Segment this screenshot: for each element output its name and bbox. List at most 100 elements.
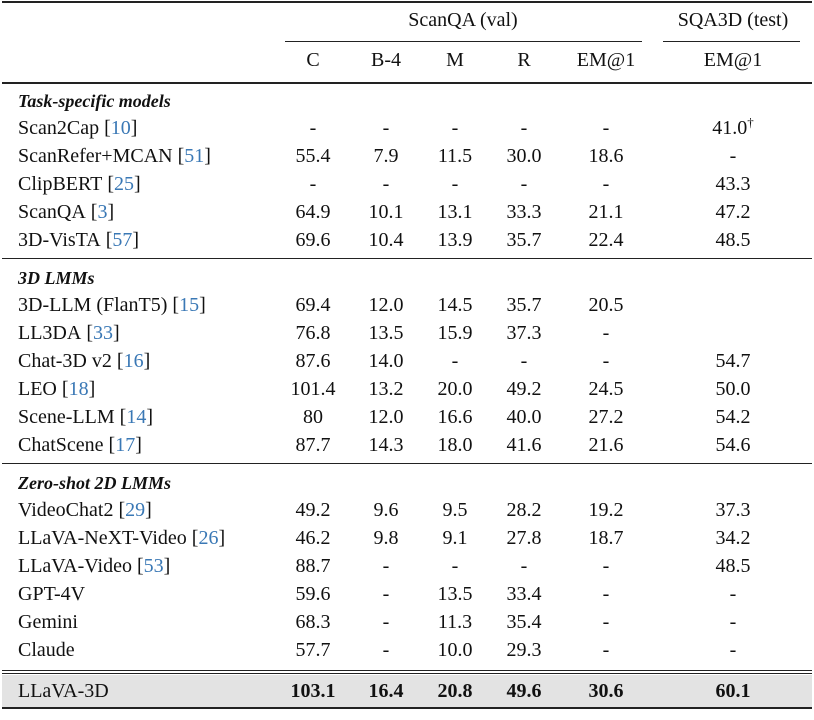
column-header: EM@1 [703,49,763,71]
cell: 40.0 [506,406,542,428]
model-name: LL3DA [33] [18,321,120,345]
bracket: ] [163,555,171,577]
rule [2,673,812,675]
rule [663,41,800,42]
cell: - [451,117,459,139]
citation: 17 [115,434,136,456]
cell: - [602,639,610,661]
cell: 69.4 [295,294,331,316]
bracket: [ [119,406,127,428]
cell: 24.5 [588,378,624,400]
bracket: [ [104,117,111,139]
cell: 41.0† [712,114,754,139]
cell: - [451,173,459,195]
cell: 12.0 [368,294,404,316]
cell: - [602,322,610,344]
cell: 15.9 [437,322,473,344]
column-header: B-4 [371,49,401,71]
bracket: ] [88,378,96,400]
highlight [2,675,812,707]
cell: 13.9 [437,229,473,251]
cell: 37.3 [715,499,751,521]
model: GPT-4V [18,583,86,605]
model-name: LLaVA-3D [18,679,109,703]
citation: 33 [93,322,113,344]
cell: - [602,173,610,195]
cell: 54.6 [715,434,751,456]
cell: 87.6 [295,350,331,372]
cell: 54.7 [715,350,751,372]
cell: 50.0 [715,378,751,400]
cell: - [382,117,390,139]
model: ClipBERT [18,173,103,195]
cell: 19.2 [588,499,624,521]
cell: 13.1 [437,201,473,223]
cell: 11.3 [437,611,473,633]
rule [2,1,812,3]
cell: - [382,639,390,661]
bracket: [ [116,350,124,372]
model-name: Scene-LLM [14] [18,405,153,429]
model-name: LLaVA-NeXT-Video [26] [18,526,225,550]
model: Claude [18,639,75,661]
cell: 18.7 [588,527,624,549]
cell: 13.5 [368,322,404,344]
section-title: Task-specific models [18,91,171,111]
rule [2,670,812,672]
rule [2,258,812,259]
cell: 76.8 [295,322,331,344]
cell: - [451,555,459,577]
bracket: ] [218,527,226,549]
model: LL3DA [18,322,82,344]
bracket: [ [172,294,180,316]
cell: 10.1 [368,201,404,223]
model-name: ClipBERT [25] [18,172,141,196]
model-name: LEO [18] [18,377,95,401]
cell: 57.7 [295,639,331,661]
cell: 12.0 [368,406,404,428]
bracket: ] [134,173,141,195]
cell: 14.3 [368,434,404,456]
column-header: R [517,49,531,71]
cell: - [729,639,737,661]
cell: 49.6 [506,680,542,702]
cell: - [729,583,737,605]
bracket: [ [191,527,199,549]
citation: 25 [114,173,135,195]
model: ScanRefer+MCAN [18,145,173,167]
cell: 18.6 [588,145,624,167]
cell: 14.0 [368,350,404,372]
model: Gemini [18,611,78,633]
bracket: ] [132,229,140,251]
cell: 10.4 [368,229,404,251]
bracket: ] [130,117,138,139]
cell: - [520,555,528,577]
citation: 18 [68,378,89,400]
model-name: Gemini [18,610,78,634]
cell: - [602,555,610,577]
cell: 37.3 [506,322,542,344]
cell: 34.2 [715,527,751,549]
cell: 80 [303,406,323,428]
model-name: ScanRefer+MCAN [51] [18,144,211,168]
cell: 30.6 [588,680,624,702]
citation: 10 [110,117,131,139]
model: 3D-VisTA [18,229,101,251]
cell: 20.0 [437,378,473,400]
cell: 27.2 [588,406,624,428]
model-name: ChatScene [17] [18,433,142,457]
cell: 54.2 [715,406,751,428]
cell: 55.4 [295,145,331,167]
model: 3D-LLM (FlanT5) [18,294,168,316]
cell: - [602,583,610,605]
cell: - [602,611,610,633]
column-header: C [306,49,320,71]
model-name: 3D-LLM (FlanT5) [15] [18,293,206,317]
model: LLaVA-NeXT-Video [18,527,187,549]
citation: 15 [179,294,200,316]
cell: - [309,173,317,195]
model-name: 3D-VisTA [57] [18,228,139,252]
citation: 14 [126,406,147,428]
citation: 51 [184,145,205,167]
